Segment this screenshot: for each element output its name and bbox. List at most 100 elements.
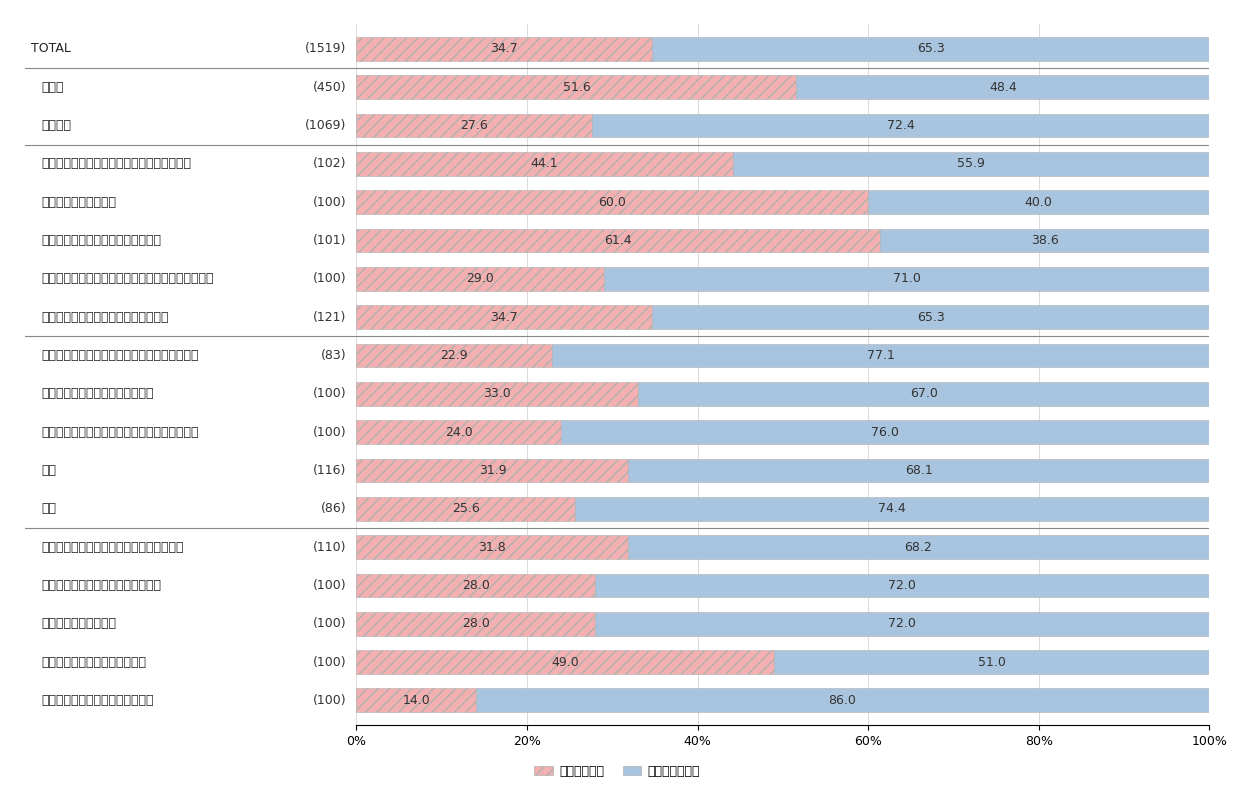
Text: 31.9: 31.9 (479, 464, 506, 477)
Text: 24.0: 24.0 (445, 426, 473, 438)
Bar (357, 535, 628, 559)
Text: 71.0: 71.0 (892, 273, 921, 285)
Text: 48.4: 48.4 (988, 80, 1017, 93)
Text: 29.0: 29.0 (466, 273, 494, 285)
Text: 65.3: 65.3 (917, 311, 945, 324)
Text: 警備・交通誘導（セキュリティ・設備工事等）: 警備・交通誘導（セキュリティ・設備工事等） (41, 349, 199, 362)
Text: (83): (83) (321, 349, 347, 362)
Text: 製造ライン・加工（メーカー）: 製造ライン・加工（メーカー） (41, 656, 147, 669)
Text: 40.0: 40.0 (1024, 195, 1053, 209)
Bar (628, 458, 1209, 482)
Bar (357, 190, 869, 214)
Legend: 採用している, 採用していない: 採用している, 採用していない (529, 760, 705, 783)
Text: 販売・接客（パチンコ・カラオケ・ネットカフェ）: 販売・接客（パチンコ・カラオケ・ネットカフェ） (41, 273, 213, 285)
Bar (357, 344, 552, 367)
Text: 74.4: 74.4 (879, 502, 906, 515)
Bar (357, 574, 595, 597)
Bar (595, 612, 1209, 635)
Bar (357, 229, 880, 253)
Text: (100): (100) (312, 273, 347, 285)
Text: 建築・土木作業員（建設・土木）: 建築・土木作業員（建設・土木） (41, 694, 154, 707)
Bar (653, 305, 1209, 329)
Text: 22.9: 22.9 (441, 349, 468, 362)
Text: 72.0: 72.0 (888, 579, 916, 592)
Text: 28.0: 28.0 (462, 617, 490, 630)
Text: 販売・接客（その他小売・サービス）: 販売・接客（その他小売・サービス） (41, 311, 169, 324)
Bar (595, 574, 1209, 597)
Text: 介護: 介護 (41, 464, 57, 477)
Text: 51.0: 51.0 (977, 656, 1006, 669)
Text: (100): (100) (312, 656, 347, 669)
Bar (357, 689, 476, 713)
Text: (121): (121) (313, 311, 347, 324)
Text: 31.8: 31.8 (478, 540, 506, 554)
Bar (357, 497, 575, 520)
Bar (603, 267, 1209, 291)
Text: 34.7: 34.7 (490, 311, 518, 324)
Text: 65.3: 65.3 (917, 42, 945, 55)
Text: 25.6: 25.6 (452, 502, 480, 515)
Bar (357, 152, 733, 175)
Text: (1519): (1519) (305, 42, 347, 55)
Text: 49.0: 49.0 (552, 656, 579, 669)
Text: 中小企業: 中小企業 (41, 119, 72, 132)
Text: 33.0: 33.0 (484, 387, 511, 400)
Bar (638, 382, 1209, 406)
Text: (1069): (1069) (305, 119, 347, 132)
Bar (796, 75, 1209, 99)
Text: 68.1: 68.1 (905, 464, 933, 477)
Text: (100): (100) (312, 426, 347, 438)
Text: (110): (110) (313, 540, 347, 554)
Bar (575, 497, 1209, 520)
Bar (552, 344, 1209, 367)
Text: 77.1: 77.1 (866, 349, 895, 362)
Text: 60.0: 60.0 (598, 195, 626, 209)
Bar (653, 37, 1209, 61)
Text: 大企業: 大企業 (41, 80, 64, 93)
Text: (102): (102) (313, 157, 347, 171)
Bar (561, 420, 1209, 444)
Bar (357, 305, 653, 329)
Text: (100): (100) (312, 579, 347, 592)
Text: 61.4: 61.4 (605, 234, 632, 247)
Text: 軽作業（倉庫・物流）: 軽作業（倉庫・物流） (41, 617, 116, 630)
Text: 44.1: 44.1 (531, 157, 558, 171)
Text: 34.7: 34.7 (490, 42, 518, 55)
Text: 保育: 保育 (41, 502, 57, 515)
Bar (357, 114, 592, 137)
Text: 68.2: 68.2 (905, 540, 933, 554)
Bar (357, 37, 653, 61)
Text: (86): (86) (321, 502, 347, 515)
Text: (100): (100) (312, 617, 347, 630)
Text: 86.0: 86.0 (828, 694, 856, 707)
Bar (357, 458, 628, 482)
Bar (357, 612, 595, 635)
Text: (101): (101) (313, 234, 347, 247)
Bar (733, 152, 1209, 175)
Bar (357, 420, 561, 444)
Bar (357, 267, 603, 291)
Bar (357, 650, 774, 674)
Text: 販売・接客（コンビニ・スーパー）: 販売・接客（コンビニ・スーパー） (41, 234, 162, 247)
Bar (880, 229, 1209, 253)
Text: (100): (100) (312, 195, 347, 209)
Text: 接客（ホテル・旅館）: 接客（ホテル・旅館） (41, 195, 116, 209)
Text: 事務・データ入力・受付・コールセンター: 事務・データ入力・受付・コールセンター (41, 540, 184, 554)
Text: 28.0: 28.0 (462, 579, 490, 592)
Text: 27.6: 27.6 (460, 119, 487, 132)
Text: TOTAL: TOTAL (31, 42, 72, 55)
Text: 55.9: 55.9 (958, 157, 985, 171)
Text: 家庭教師・講師・試験監督（教育・学校法人）: 家庭教師・講師・試験監督（教育・学校法人） (41, 426, 199, 438)
Text: 清掃（ビル管理・メンテナンス）: 清掃（ビル管理・メンテナンス） (41, 387, 154, 400)
Bar (592, 114, 1209, 137)
Bar (357, 382, 638, 406)
Text: 67.0: 67.0 (909, 387, 938, 400)
Text: 51.6: 51.6 (563, 80, 590, 93)
Text: (100): (100) (312, 387, 347, 400)
Text: (100): (100) (312, 694, 347, 707)
Text: ホールキッチン・調理補助（飲食・フード）: ホールキッチン・調理補助（飲食・フード） (41, 157, 191, 171)
Text: 配送・引越し・ドライバー（陸運）: 配送・引越し・ドライバー（陸運） (41, 579, 162, 592)
Bar (357, 75, 796, 99)
Text: (116): (116) (313, 464, 347, 477)
Text: 14.0: 14.0 (402, 694, 429, 707)
